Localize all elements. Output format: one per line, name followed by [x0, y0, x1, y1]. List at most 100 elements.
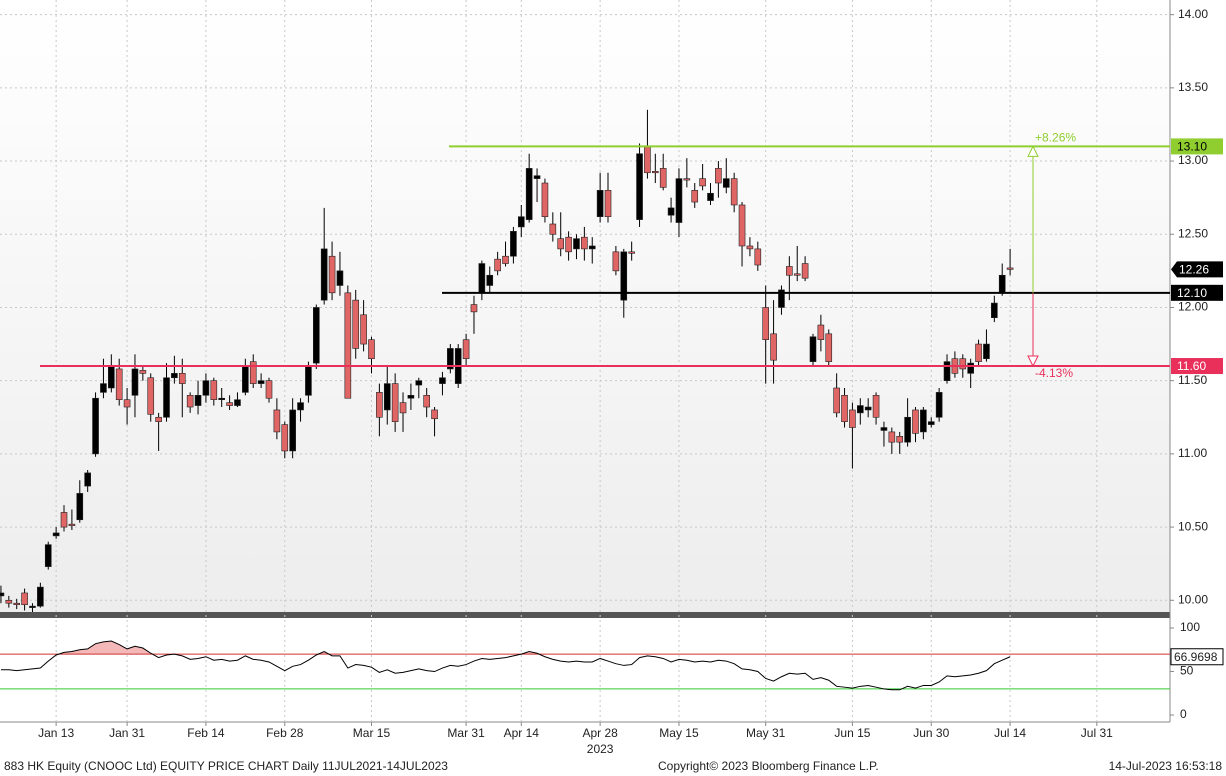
rsi-y-tick-label: 0	[1180, 707, 1187, 721]
candle-body	[573, 238, 580, 250]
candle-body	[313, 307, 320, 364]
x-tick-label: Feb 14	[187, 726, 225, 740]
x-tick-label: May 31	[746, 726, 786, 740]
candle-body	[139, 370, 147, 374]
candle-body	[218, 397, 225, 401]
candle-body	[376, 392, 383, 418]
candle-body	[502, 255, 509, 264]
candle-body	[809, 336, 817, 362]
candle-body	[399, 402, 407, 414]
candle-body	[52, 532, 60, 537]
candle-body	[210, 380, 218, 401]
candle-body	[297, 402, 304, 411]
candle-body	[171, 373, 178, 379]
panel-separator	[0, 612, 1170, 618]
candle-body	[115, 368, 123, 401]
annotation: -4.13%	[1035, 366, 1073, 380]
candle-body	[37, 586, 44, 607]
year-label: 2023	[587, 742, 614, 756]
candle-body	[541, 182, 549, 217]
candle-body	[202, 380, 210, 396]
candle-body	[943, 361, 951, 381]
candle-body	[975, 343, 982, 362]
candle-body	[620, 251, 628, 301]
y-tick-label: 11.00	[1178, 446, 1207, 460]
x-tick-label: Jan 31	[109, 726, 145, 740]
candle-body	[683, 178, 691, 181]
y-tick-label: 12.00	[1178, 300, 1208, 314]
candle-body	[722, 178, 730, 188]
x-tick-label: Apr 14	[504, 726, 540, 740]
rsi-last-box	[1170, 648, 1224, 666]
y-tick-label: 12.50	[1178, 226, 1208, 240]
candle-body	[5, 599, 13, 604]
y-tick-label: 10.00	[1178, 592, 1208, 606]
candle-body	[927, 421, 935, 425]
x-tick-label: Jul 14	[994, 726, 1026, 740]
candle-body	[84, 472, 91, 487]
candle-body	[344, 292, 352, 399]
candle-body	[533, 175, 541, 179]
candle-body	[786, 266, 793, 276]
candle-body	[604, 190, 612, 217]
candle-body	[959, 358, 967, 370]
footer-center: Copyright© 2023 Bloomberg Finance L.P.	[658, 759, 879, 773]
rsi-y-tick-label: 100	[1180, 620, 1200, 634]
level-label: 11.60	[1177, 359, 1206, 373]
candle-body	[801, 263, 809, 279]
candle-body	[123, 399, 131, 408]
candle-body	[770, 333, 777, 361]
candle-body	[912, 409, 919, 434]
candle-body	[13, 602, 21, 605]
candle-body	[439, 377, 446, 384]
candle-body	[849, 409, 856, 428]
candle-body	[746, 245, 754, 250]
candle-body	[549, 223, 557, 235]
candle-body	[896, 436, 904, 443]
footer-right: 14-Jul-2023 16:53:18	[1109, 759, 1223, 773]
candle-body	[178, 373, 186, 384]
candle-body	[596, 190, 604, 217]
candle-body	[856, 405, 864, 414]
candle-body	[565, 236, 572, 253]
candle-body	[60, 512, 68, 528]
candle-body	[636, 153, 643, 220]
candle-body	[76, 493, 84, 521]
candle-body	[131, 368, 139, 396]
price-panel	[0, 0, 1170, 612]
candle-body	[265, 380, 273, 399]
candle-body	[336, 270, 344, 286]
y-tick-label: 13.00	[1178, 153, 1208, 167]
candle-body	[754, 248, 762, 266]
x-tick-label: Jun 15	[834, 726, 870, 740]
level-label-box	[1171, 138, 1223, 155]
x-tick-label: Feb 28	[266, 726, 304, 740]
level-label-box	[1171, 358, 1223, 375]
candle-body	[888, 431, 896, 443]
level-label-box	[1171, 284, 1223, 301]
x-tick-label: May 15	[659, 726, 699, 740]
candle-body	[186, 395, 194, 408]
candle-body	[44, 544, 52, 567]
candle-body	[234, 399, 241, 406]
candle-body	[68, 523, 76, 526]
candle-body	[880, 427, 888, 431]
x-tick-label: Mar 15	[353, 726, 391, 740]
candle-body	[793, 273, 801, 276]
last-price-label: 12.26	[1179, 263, 1209, 277]
candle-body	[652, 171, 659, 174]
candle-body	[163, 377, 170, 418]
level-label: 13.10	[1177, 140, 1207, 154]
candle-body	[423, 395, 430, 408]
x-tick-label: Mar 31	[447, 726, 485, 740]
y-tick-label: 10.50	[1178, 519, 1208, 533]
candle-body	[21, 592, 28, 605]
candle-body	[517, 216, 525, 228]
footer-left: 883 HK Equity (CNOOC Ltd) EQUITY PRICE C…	[4, 759, 448, 773]
candle-body	[667, 207, 675, 216]
candle-body	[415, 380, 423, 386]
candle-body	[659, 168, 667, 188]
candle-body	[194, 395, 202, 406]
level-label: 12.10	[1177, 286, 1207, 300]
